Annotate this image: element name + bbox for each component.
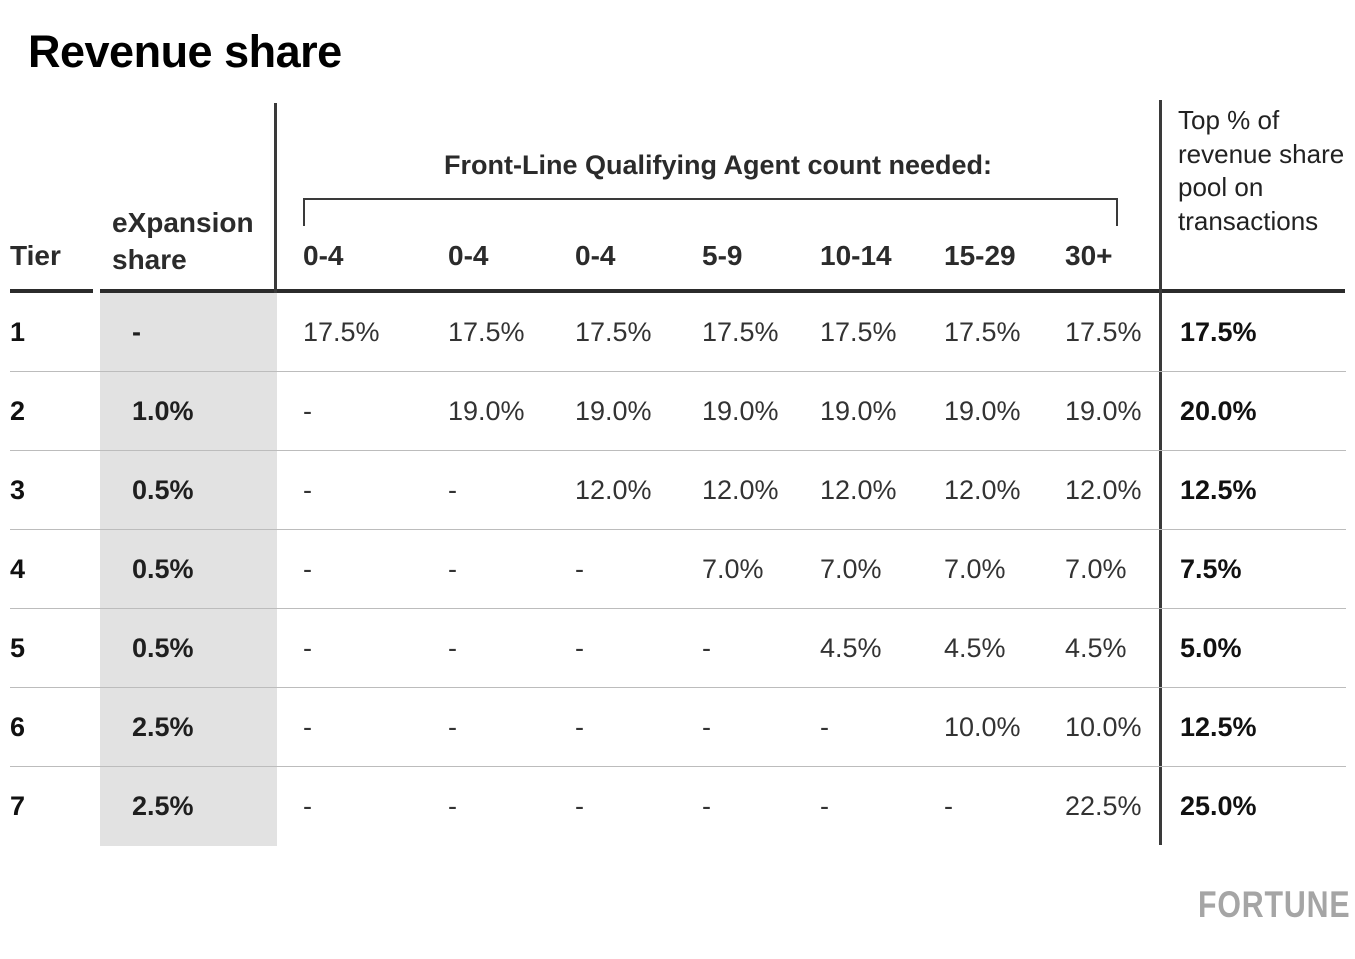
agent-count-header: 0-4	[303, 240, 344, 271]
value-cell: 17.5%	[820, 316, 897, 347]
top-percent-column-header: Top % of revenue share pool on transacti…	[1178, 105, 1345, 236]
top-percent-cell: 25.0%	[1180, 791, 1257, 821]
value-cell: 17.5%	[575, 316, 652, 347]
expansion-share-cell: 1.0%	[100, 372, 277, 450]
value-cell: -	[575, 553, 584, 584]
value-cell: 17.5%	[1065, 316, 1142, 347]
table-row: 2 1.0% - 19.0% 19.0% 19.0% 19.0% 19.0% 1…	[10, 372, 1346, 451]
header-rule-tier-segment	[10, 289, 93, 293]
divider-line-top-column	[1159, 100, 1162, 845]
value-cell: -	[575, 791, 584, 821]
value-cell: 12.0%	[944, 474, 1021, 505]
value-cell: 12.0%	[575, 474, 652, 505]
tier-cell: 5	[10, 632, 26, 663]
value-cell: 19.0%	[448, 395, 525, 426]
value-cell: -	[303, 711, 312, 742]
expansion-share-cell: -	[100, 293, 277, 371]
value-cell: -	[448, 791, 457, 821]
value-cell: -	[303, 791, 312, 821]
value-cell: 4.5%	[1065, 632, 1127, 663]
value-cell: 10.0%	[1065, 711, 1142, 742]
column-group-header: Front-Line Qualifying Agent count needed…	[444, 150, 992, 180]
agent-count-header: 15-29	[944, 240, 1016, 271]
value-cell: -	[702, 632, 711, 663]
expansion-share-cell: 0.5%	[100, 451, 277, 529]
value-cell: -	[702, 791, 711, 821]
value-cell: 7.0%	[944, 553, 1006, 584]
expansion-share-cell: 0.5%	[100, 530, 277, 608]
value-cell: 19.0%	[1065, 395, 1142, 426]
agent-count-header: 0-4	[575, 240, 616, 271]
value-cell: 7.0%	[1065, 553, 1127, 584]
value-cell: -	[303, 553, 312, 584]
expansion-share-cell: 2.5%	[100, 688, 277, 766]
tier-cell: 1	[10, 316, 26, 347]
value-cell: 17.5%	[944, 316, 1021, 347]
tier-cell: 3	[10, 474, 26, 505]
tier-cell: 2	[10, 395, 26, 426]
table-row: 5 0.5% - - - - 4.5% 4.5% 4.5% 5.0%	[10, 609, 1346, 688]
agent-count-header: 30+	[1065, 240, 1113, 271]
table-row: 1 - 17.5% 17.5% 17.5% 17.5% 17.5% 17.5% …	[10, 293, 1346, 372]
value-cell: -	[944, 791, 953, 821]
value-cell: -	[448, 474, 457, 505]
top-percent-cell: 17.5%	[1180, 316, 1257, 347]
top-percent-cell: 20.0%	[1180, 395, 1257, 426]
value-cell: -	[303, 632, 312, 663]
value-cell: -	[820, 711, 829, 742]
value-cell: 10.0%	[944, 711, 1021, 742]
fortune-logo: FORTUNE	[1198, 884, 1351, 925]
value-cell: 7.0%	[820, 553, 882, 584]
value-cell: -	[448, 711, 457, 742]
value-cell: 22.5%	[1065, 791, 1142, 821]
top-percent-cell: 12.5%	[1180, 711, 1257, 742]
expansion-share-cell: 0.5%	[100, 609, 277, 687]
value-cell: 12.0%	[1065, 474, 1142, 505]
table-body: 1 - 17.5% 17.5% 17.5% 17.5% 17.5% 17.5% …	[10, 293, 1346, 846]
table-row: 7 2.5% - - - - - - 22.5% 25.0%	[10, 767, 1346, 846]
expansion-share-column-header: eXpansion share	[112, 207, 254, 275]
value-cell: 7.0%	[702, 553, 764, 584]
value-cell: 12.0%	[820, 474, 897, 505]
value-cell: -	[448, 632, 457, 663]
top-percent-cell: 7.5%	[1180, 553, 1242, 584]
top-percent-cell: 5.0%	[1180, 632, 1242, 663]
table-row: 4 0.5% - - - 7.0% 7.0% 7.0% 7.0% 7.5%	[10, 530, 1346, 609]
agent-count-header: 10-14	[820, 240, 892, 271]
value-cell: -	[575, 632, 584, 663]
tier-column-header: Tier	[10, 240, 61, 271]
value-cell: 4.5%	[820, 632, 882, 663]
value-cell: -	[303, 474, 312, 505]
table-row: 3 0.5% - - 12.0% 12.0% 12.0% 12.0% 12.0%…	[10, 451, 1346, 530]
value-cell: 17.5%	[303, 316, 380, 347]
value-cell: -	[303, 395, 312, 426]
value-cell: -	[448, 553, 457, 584]
value-cell: -	[820, 791, 829, 821]
expansion-share-cell: 2.5%	[100, 767, 277, 846]
agent-count-header: 5-9	[702, 240, 743, 271]
value-cell: -	[702, 711, 711, 742]
table-row: 6 2.5% - - - - - 10.0% 10.0% 12.5%	[10, 688, 1346, 767]
page-title: Revenue share	[28, 26, 342, 77]
value-cell: -	[575, 711, 584, 742]
header-rule-main-segment	[100, 289, 1345, 293]
agent-count-header-row: 0-4 0-4 0-4 5-9 10-14 15-29 30+	[277, 240, 1159, 272]
value-cell: 4.5%	[944, 632, 1006, 663]
tier-cell: 6	[10, 711, 26, 742]
agent-count-header: 0-4	[448, 240, 489, 271]
tier-cell: 7	[10, 791, 26, 821]
value-cell: 17.5%	[448, 316, 525, 347]
column-group-bracket	[303, 198, 1118, 226]
top-percent-cell: 12.5%	[1180, 474, 1257, 505]
value-cell: 12.0%	[702, 474, 779, 505]
value-cell: 17.5%	[702, 316, 779, 347]
value-cell: 19.0%	[575, 395, 652, 426]
tier-cell: 4	[10, 553, 26, 584]
value-cell: 19.0%	[820, 395, 897, 426]
value-cell: 19.0%	[702, 395, 779, 426]
value-cell: 19.0%	[944, 395, 1021, 426]
